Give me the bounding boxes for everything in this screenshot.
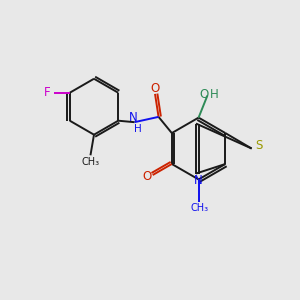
Text: N: N xyxy=(129,111,137,124)
Text: O: O xyxy=(150,82,160,95)
Text: N: N xyxy=(194,174,203,188)
Text: F: F xyxy=(44,85,50,99)
Text: CH₃: CH₃ xyxy=(190,203,208,213)
Text: H: H xyxy=(134,124,142,134)
Text: O: O xyxy=(143,170,152,183)
Text: CH₃: CH₃ xyxy=(81,157,100,167)
Text: H: H xyxy=(209,88,218,101)
Text: O: O xyxy=(200,88,209,100)
Text: S: S xyxy=(255,139,263,152)
